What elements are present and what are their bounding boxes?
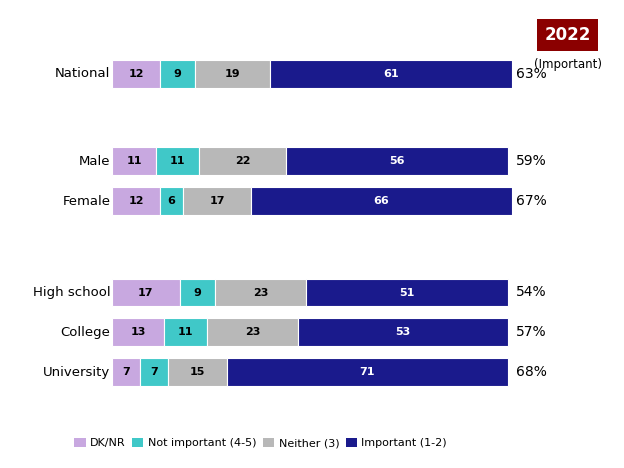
Bar	[195, 60, 270, 88]
Bar	[112, 358, 140, 386]
Text: University: University	[43, 366, 110, 379]
Text: 66: 66	[373, 196, 389, 206]
Text: 53: 53	[396, 327, 411, 337]
Text: 11: 11	[170, 156, 185, 166]
Bar	[207, 318, 298, 346]
Bar	[199, 147, 286, 175]
Text: 7: 7	[122, 367, 130, 377]
Text: 68%: 68%	[515, 365, 547, 379]
Text: 63%: 63%	[515, 67, 547, 80]
Bar	[112, 147, 156, 175]
Text: Male: Male	[79, 155, 110, 168]
Bar	[112, 318, 163, 346]
Text: 11: 11	[178, 327, 193, 337]
Text: High school: High school	[32, 286, 110, 299]
Text: 19: 19	[225, 69, 241, 79]
Text: 67%: 67%	[515, 194, 547, 208]
Legend: DK/NR, Not important (4-5), Neither (3), Important (1-2): DK/NR, Not important (4-5), Neither (3),…	[70, 433, 451, 453]
Bar	[160, 60, 195, 88]
Bar	[112, 187, 160, 215]
Bar	[183, 187, 251, 215]
Bar	[168, 358, 227, 386]
Text: 11: 11	[126, 156, 142, 166]
Text: 12: 12	[129, 69, 144, 79]
Text: 23: 23	[253, 287, 268, 298]
Text: 51: 51	[399, 287, 414, 298]
Bar	[227, 358, 508, 386]
Text: 61: 61	[383, 69, 399, 79]
Text: (Important): (Important)	[534, 58, 602, 71]
Text: Female: Female	[62, 195, 110, 207]
Text: 7: 7	[150, 367, 158, 377]
Bar	[156, 147, 199, 175]
Bar	[298, 318, 508, 346]
Text: 12: 12	[129, 196, 144, 206]
Text: 15: 15	[190, 367, 205, 377]
Text: College: College	[61, 326, 110, 339]
Text: 59%: 59%	[515, 154, 547, 168]
Text: 57%: 57%	[515, 325, 546, 339]
Text: 71: 71	[359, 367, 375, 377]
Bar	[140, 358, 168, 386]
Text: 17: 17	[210, 196, 225, 206]
Bar	[112, 278, 180, 307]
Bar	[306, 278, 508, 307]
Text: 2022: 2022	[544, 26, 591, 44]
Bar	[180, 278, 215, 307]
Text: 9: 9	[173, 69, 182, 79]
Text: 23: 23	[245, 327, 260, 337]
Text: 54%: 54%	[515, 285, 546, 300]
Bar	[160, 187, 183, 215]
Text: 13: 13	[130, 327, 146, 337]
Bar	[286, 147, 508, 175]
Bar	[112, 60, 160, 88]
Bar	[163, 318, 207, 346]
Bar	[215, 278, 306, 307]
Text: 17: 17	[138, 287, 154, 298]
Text: 22: 22	[235, 156, 251, 166]
Text: 9: 9	[193, 287, 202, 298]
Text: National: National	[55, 67, 110, 80]
Text: 6: 6	[168, 196, 175, 206]
Bar	[270, 60, 512, 88]
Text: 56: 56	[389, 156, 405, 166]
Bar	[251, 187, 512, 215]
